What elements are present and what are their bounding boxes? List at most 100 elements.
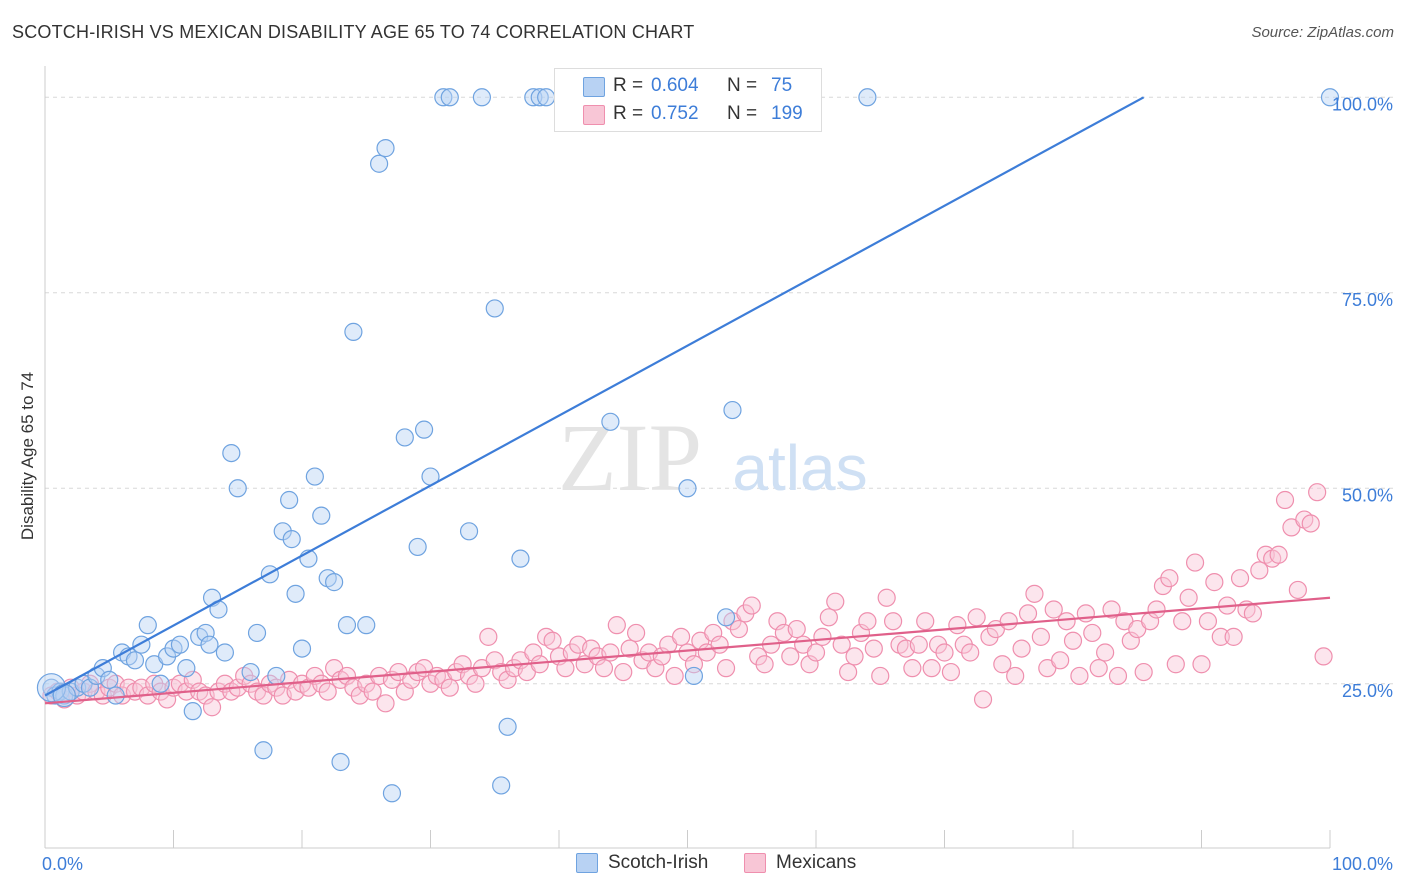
y-axis-label: Disability Age 65 to 74	[18, 372, 37, 540]
mexicans-point	[1160, 569, 1179, 588]
mexicans-point	[1025, 584, 1044, 603]
mexicans-point	[183, 670, 202, 689]
mexicans-point	[1134, 662, 1153, 682]
mexicans-point	[1301, 514, 1320, 533]
mexicans-point	[594, 659, 614, 678]
scotch-irish-point	[414, 420, 434, 439]
mexicans-point	[440, 678, 459, 697]
y-tick-label: 75.0%	[1342, 290, 1393, 310]
mexicans-point	[729, 619, 749, 639]
scotch-irish-point	[267, 666, 286, 686]
source-label: Source: ZipAtlas.com	[1251, 24, 1394, 41]
legend-r-label: R =	[613, 75, 644, 96]
scotch-irish-point	[408, 537, 427, 557]
mexicans-point	[1314, 647, 1333, 666]
mexicans-point	[1230, 569, 1250, 588]
mexicans-point	[1205, 573, 1224, 592]
scotch-irish-point	[222, 443, 241, 463]
mexicans-point	[710, 635, 729, 654]
mexicans-point	[883, 612, 903, 631]
scotch-irish-point	[80, 678, 100, 697]
scotch-irish-point	[440, 88, 459, 107]
mexicans-point	[157, 690, 177, 709]
mexicans-point	[607, 616, 626, 635]
mexicans-point	[1166, 655, 1185, 674]
scotch-irish-point	[357, 616, 376, 635]
mexicans-point	[1096, 643, 1115, 662]
legend-swatch-scotch-irish	[583, 77, 605, 97]
mexicans-point	[202, 698, 222, 717]
legend-r-value: 0.604	[651, 75, 699, 96]
mexicans-point	[479, 627, 498, 646]
mexicans-point	[845, 647, 864, 666]
mexicans-point	[1250, 561, 1269, 580]
mexicans-point	[363, 682, 382, 701]
mexicans-point	[871, 666, 890, 686]
legend-n-label: N =	[727, 75, 758, 96]
scotch-irish-point	[459, 522, 479, 541]
mexicans-point	[1012, 639, 1031, 658]
mexicans-point	[1288, 580, 1307, 600]
scotch-irish-point	[286, 584, 305, 603]
scotch-irish-point	[537, 88, 556, 107]
bottom-legend-label-scotch-irish: Scotch-Irish	[608, 852, 709, 873]
mexicans-point	[1243, 604, 1263, 623]
watermark: ZIP atlas	[558, 404, 868, 511]
mexicans-point	[858, 612, 877, 631]
mexicans-point	[704, 623, 723, 643]
scotch-irish-point	[106, 686, 125, 705]
mexicans-point	[961, 643, 980, 662]
scotch-irish-point	[395, 428, 414, 447]
legend-n-value: 75	[771, 75, 793, 96]
bottom-legend-swatch-scotch-irish	[576, 853, 598, 873]
watermark-atlas: atlas	[732, 432, 867, 504]
tick-labels: 25.0% 50.0% 75.0% 100.0% 0.0% 100.0%	[42, 94, 1393, 874]
scotch-irish-point	[280, 490, 299, 510]
mexicans-point	[1308, 483, 1327, 502]
mexicans-point	[665, 666, 684, 686]
scotch-irish-point	[723, 400, 742, 420]
mexicans-point	[787, 619, 806, 639]
scotch-irish-point	[376, 139, 395, 158]
scotch-irish-point	[292, 639, 312, 658]
scotch-irish-point	[530, 88, 549, 107]
mexicans-point	[1211, 627, 1230, 646]
scotch-irish-point	[524, 88, 543, 107]
legend-r-value: 0.752	[651, 103, 699, 124]
legend-r-label: R =	[613, 103, 644, 124]
y-tick-label: 100.0%	[1332, 94, 1393, 114]
mexicans-point	[498, 670, 517, 689]
scotch-irish-point	[254, 741, 273, 760]
watermark-zip: ZIP	[558, 404, 702, 511]
mexicans-point	[877, 588, 896, 607]
mexicans-point	[973, 690, 993, 709]
scotch-irish-point	[100, 670, 119, 689]
mexicans-point	[395, 682, 414, 701]
mexicans-point	[376, 694, 395, 713]
scotch-irish-point	[282, 530, 301, 549]
chart-title: SCOTCH-IRISH VS MEXICAN DISABILITY AGE 6…	[12, 22, 695, 42]
scotch-irish-point	[241, 662, 260, 682]
mexicans-point	[935, 643, 954, 662]
mexicans-point	[755, 655, 774, 674]
scotch-irish-point	[716, 608, 736, 627]
scotch-irish-point	[138, 616, 157, 635]
bottom-legend-label-mexicans: Mexicans	[776, 852, 857, 873]
mexicans-point	[832, 635, 851, 654]
trend-lines	[44, 96, 1331, 705]
scotch-irish-point	[177, 659, 196, 678]
mexicans-point	[1224, 627, 1243, 646]
scotch-irish-point	[200, 635, 219, 654]
mexicans-point	[1018, 604, 1038, 623]
mexicans-point	[1198, 612, 1218, 631]
scotch-irish-point	[325, 573, 344, 592]
scotch-irish-point	[125, 651, 145, 670]
legend-row-scotch-irish: R = 0.604 N = 75	[555, 72, 821, 100]
scotch-irish-point	[370, 154, 389, 173]
scotch-irish-point	[337, 616, 357, 635]
mexicans-point	[1192, 655, 1211, 674]
mexicans-point	[318, 682, 337, 701]
mexicans-point	[524, 643, 543, 662]
scotch-irish-point	[170, 635, 190, 654]
mexicans-point	[1102, 600, 1121, 619]
